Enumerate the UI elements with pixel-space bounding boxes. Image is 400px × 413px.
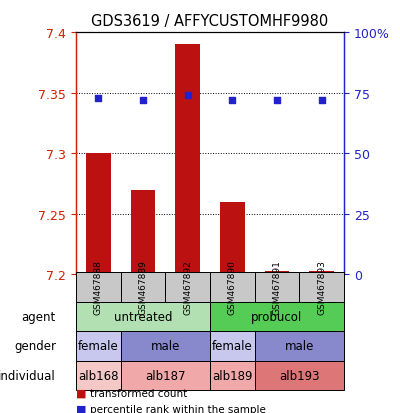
Text: untreated: untreated [114, 310, 172, 323]
Bar [76, 273, 121, 302]
Point [140, 97, 146, 104]
Text: alb187: alb187 [145, 369, 186, 382]
Text: GSM467891: GSM467891 [272, 260, 282, 315]
Bar [86, 154, 111, 275]
Text: GSM467892: GSM467892 [183, 260, 192, 315]
Text: probucol: probucol [251, 310, 303, 323]
Bar [76, 302, 210, 331]
Bar [121, 331, 210, 361]
Text: male: male [151, 339, 180, 353]
Text: alb168: alb168 [78, 369, 118, 382]
Bar [210, 302, 344, 331]
Text: female: female [212, 339, 253, 353]
Bar [220, 202, 245, 275]
Bar [131, 190, 155, 275]
Point [229, 97, 236, 104]
Bar [299, 273, 344, 302]
Bar [121, 361, 210, 390]
Text: transformed count: transformed count [90, 388, 187, 398]
Bar [210, 361, 255, 390]
Title: GDS3619 / AFFYCUSTOMHF9980: GDS3619 / AFFYCUSTOMHF9980 [91, 14, 329, 29]
Bar [175, 45, 200, 275]
Point [95, 95, 102, 102]
Text: agent: agent [22, 310, 56, 323]
Text: ■: ■ [76, 404, 86, 413]
Bar [165, 273, 210, 302]
Bar [76, 361, 121, 390]
Text: alb189: alb189 [212, 369, 252, 382]
Text: GSM467889: GSM467889 [138, 260, 148, 315]
Bar [265, 271, 289, 275]
Point [274, 97, 280, 104]
Bar [210, 331, 255, 361]
Point [184, 93, 191, 99]
Text: ■: ■ [76, 388, 86, 398]
Text: GSM467893: GSM467893 [317, 260, 326, 315]
Bar [255, 361, 344, 390]
Bar [255, 273, 299, 302]
Bar [255, 331, 344, 361]
Bar [210, 273, 255, 302]
Text: alb193: alb193 [279, 369, 320, 382]
Text: individual: individual [0, 369, 56, 382]
Text: male: male [285, 339, 314, 353]
Bar [76, 331, 121, 361]
Text: female: female [78, 339, 119, 353]
Point [318, 97, 325, 104]
Text: GSM467888: GSM467888 [94, 260, 103, 315]
Bar [309, 271, 334, 275]
Text: gender: gender [14, 339, 56, 353]
Text: GSM467890: GSM467890 [228, 260, 237, 315]
Bar [121, 273, 165, 302]
Text: percentile rank within the sample: percentile rank within the sample [90, 404, 266, 413]
